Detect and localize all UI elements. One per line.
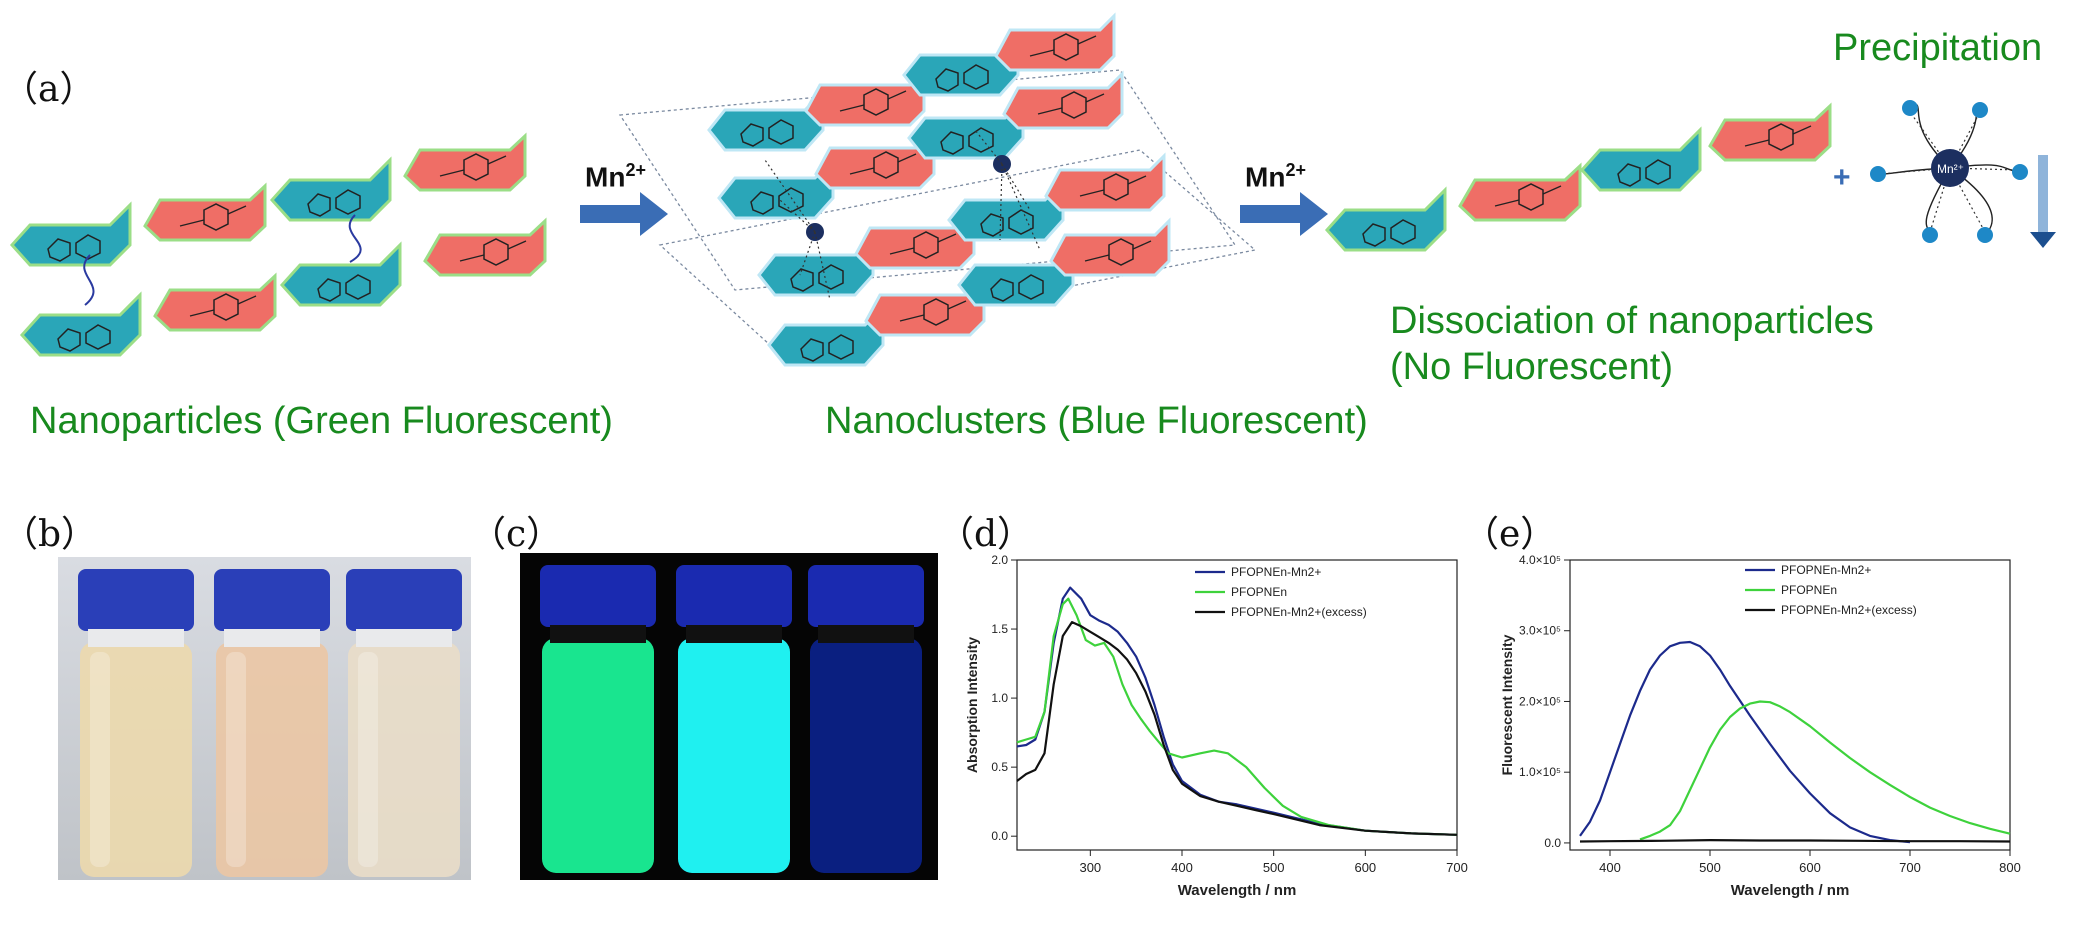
vial-neck (356, 629, 452, 647)
photo-vials-uv (520, 553, 938, 880)
x-tick-label: 300 (1079, 860, 1101, 875)
side-chain-link (348, 214, 362, 263)
dissociated-chain (1325, 104, 1832, 252)
vial-body (678, 638, 790, 873)
x-axis-label: Wavelength / nm (1731, 882, 1850, 899)
vial-neck (686, 625, 782, 643)
mn-ion-label: Mn²⁺ (1937, 162, 1964, 176)
vial-body (80, 642, 192, 877)
vial (540, 565, 656, 873)
plot-frame (1569, 559, 2011, 851)
y-tick-label: 0.0 (991, 829, 1008, 843)
x-axis-label: Wavelength / nm (1178, 882, 1297, 899)
cluster-plane-bottom (658, 149, 1257, 346)
legend-label: PFOPNEn (1781, 583, 1837, 597)
vial-body (216, 642, 328, 877)
mn-label-2: Mn2+ (1245, 160, 1306, 193)
x-tick-label: 700 (1899, 860, 1921, 875)
x-tick-label: 400 (1599, 860, 1621, 875)
vial-cap (676, 565, 792, 627)
caption-dissociation: Dissociation of nanoparticles (No Fluore… (1390, 300, 1874, 388)
vial-highlight (226, 652, 246, 867)
vial-body (810, 638, 922, 873)
caption-nanoclusters: Nanoclusters (Blue Fluorescent) (825, 400, 1368, 442)
precipitation-arrow (2038, 155, 2048, 235)
legend-label: PFOPNEn-Mn2+(excess) (1231, 605, 1367, 619)
y-tick-label: 4.0×10⁵ (1519, 553, 1561, 567)
vial-cap (78, 569, 194, 631)
vial-cap (808, 565, 924, 627)
y-axis-label: Fluorescent Intensity (1499, 634, 1515, 775)
arrow-right-2 (1240, 192, 1328, 236)
caption-nanoparticles: Nanoparticles (Green Fluorescent) (30, 400, 613, 442)
vial-neck (224, 629, 320, 647)
vial-cap (214, 569, 330, 631)
vial-body (348, 642, 460, 877)
y-tick-label: 2.0 (991, 553, 1008, 567)
legend-label: PFOPNEn-Mn2+(excess) (1781, 603, 1917, 617)
vial-cap (540, 565, 656, 627)
x-tick-label: 400 (1171, 860, 1193, 875)
series-line (1016, 586, 1458, 836)
plot-frame (1016, 559, 1458, 851)
chart-fluorescence: 400 500 600 700 800 0.0 1.0×10⁵ 2.0×10⁵ 3.0×10⁵ 4… (1499, 553, 2021, 899)
mn-complex: Mn²⁺ (1870, 100, 2028, 243)
vial (808, 565, 924, 873)
panel-label-a: （a） (2, 69, 96, 110)
arrow-right-1 (580, 192, 668, 236)
legend-label: PFOPNEn-Mn2+ (1231, 565, 1321, 579)
x-tick-label: 600 (1354, 860, 1376, 875)
vial-neck (550, 625, 646, 643)
y-tick-label: 2.0×10⁵ (1519, 694, 1561, 708)
panel-label-e: （e） (1463, 514, 1557, 555)
x-tick-label: 700 (1446, 860, 1468, 875)
panel-label-c: （c） (470, 514, 563, 555)
legend-label: PFOPNEn-Mn2+ (1781, 563, 1871, 577)
vial (78, 569, 194, 877)
legend-label: PFOPNEn (1231, 585, 1287, 599)
photo-vials-daylight (58, 557, 471, 880)
series-line (1016, 597, 1458, 836)
vial-cap (346, 569, 462, 631)
y-tick-label: 3.0×10⁵ (1519, 624, 1561, 638)
vial (346, 569, 462, 877)
series-line (1639, 700, 2011, 841)
vial-highlight (90, 652, 110, 867)
series-line (1579, 839, 2011, 843)
coordination-lines (764, 129, 1041, 301)
y-tick-label: 0.5 (991, 760, 1008, 774)
series-line (1579, 640, 1911, 844)
series-line (1016, 621, 1458, 836)
panel-label-b: （b） (2, 514, 98, 555)
vial (214, 569, 330, 877)
y-tick-label: 1.0×10⁵ (1519, 765, 1561, 779)
x-tick-label: 800 (1999, 860, 2021, 875)
chart-absorption: 300 400 500 600 700 0.0 0.5 1.0 1.5 2.0 Wavelength… (964, 553, 1468, 899)
mn-label-1: Mn2+ (585, 160, 646, 193)
y-axis-label: Absorption Intensity (964, 637, 980, 773)
nanocluster-chains (707, 14, 1171, 367)
x-tick-label: 500 (1699, 860, 1721, 875)
side-chain-link (83, 254, 95, 306)
vial-neck (818, 625, 914, 643)
panel-label-d: （d） (938, 514, 1034, 555)
vial-neck (88, 629, 184, 647)
plus-sign: + (1833, 161, 1851, 194)
y-tick-label: 1.0 (991, 691, 1008, 705)
x-tick-label: 600 (1799, 860, 1821, 875)
precipitation-arrowhead (2030, 232, 2056, 248)
schematic-diagram: + Mn²⁺ (10, 14, 2056, 367)
caption-precipitation: Precipitation (1833, 27, 2043, 69)
x-tick-label: 500 (1263, 860, 1285, 875)
y-tick-label: 1.5 (991, 622, 1008, 636)
vial-highlight (358, 652, 378, 867)
vial (676, 565, 792, 873)
vial-body (542, 638, 654, 873)
y-tick-label: 0.0 (1544, 836, 1561, 850)
